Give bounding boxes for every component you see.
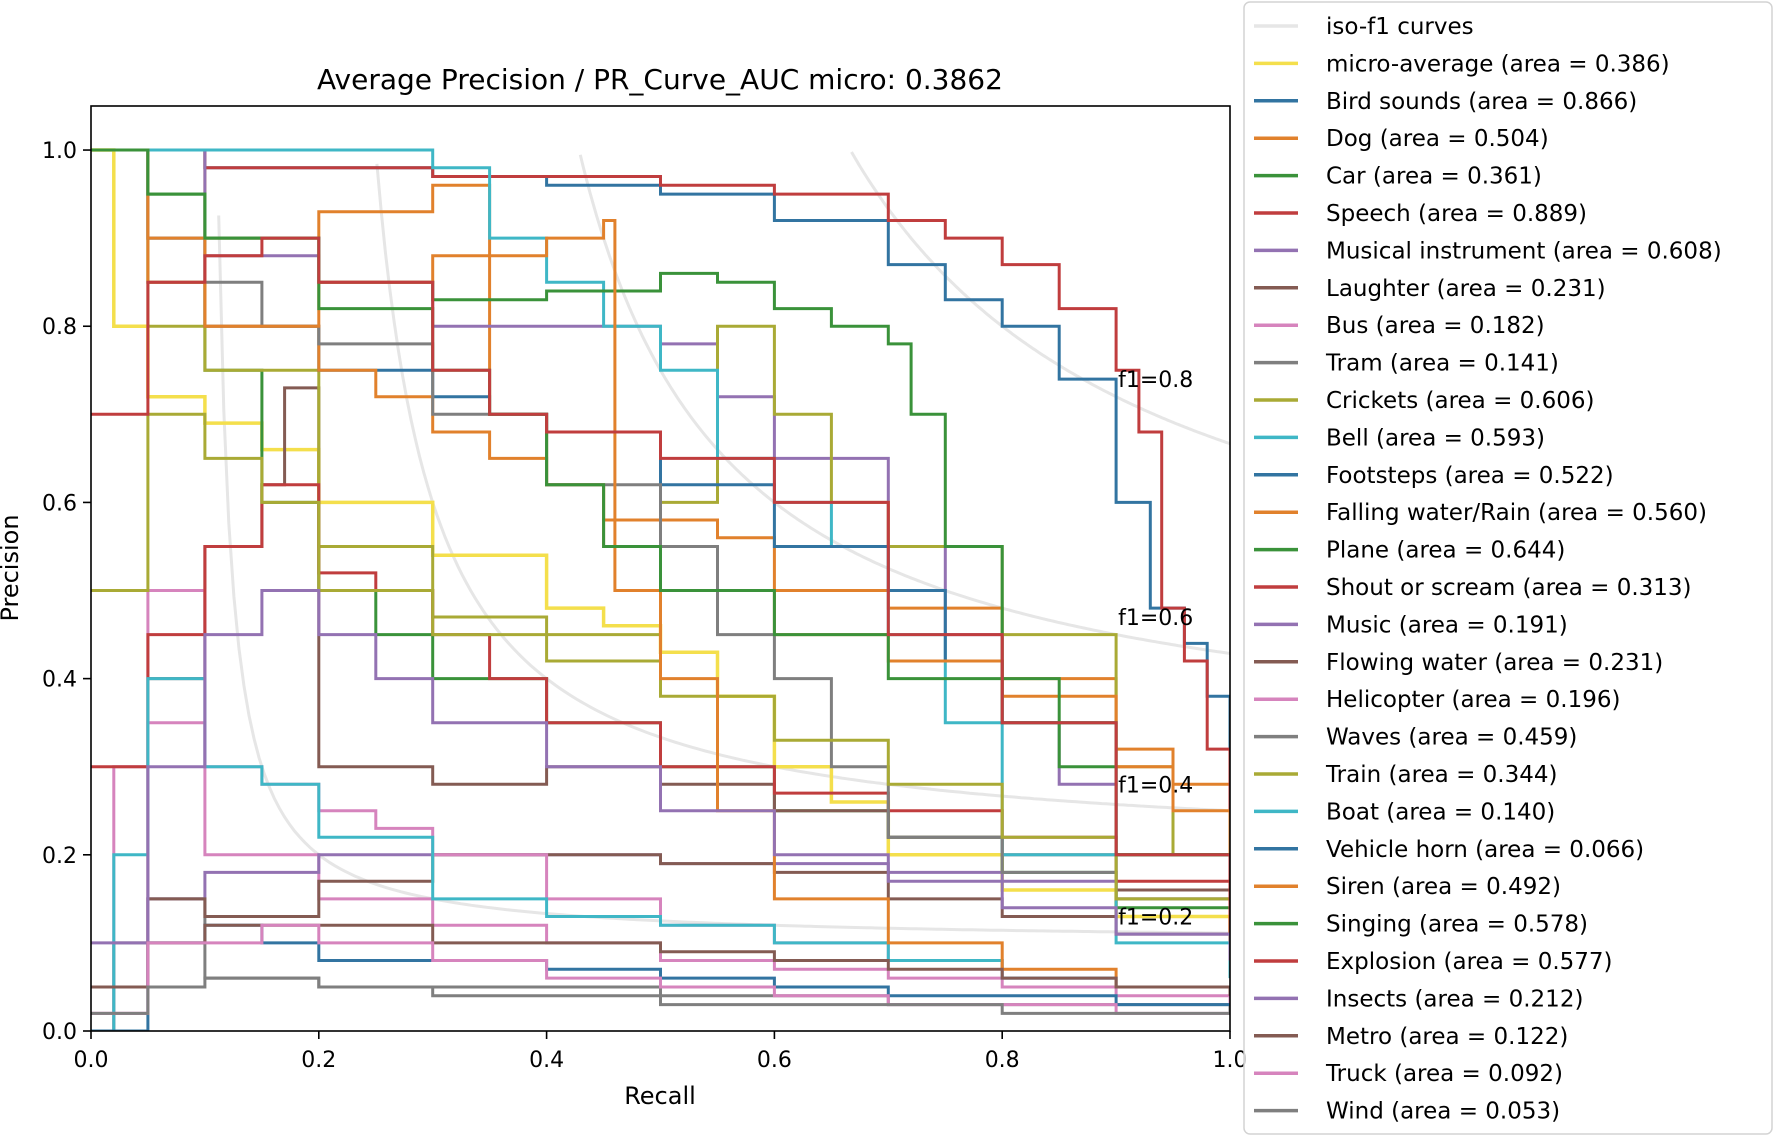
legend-label: Bell (area = 0.593) — [1326, 425, 1545, 451]
x-tick-label: 0.2 — [301, 1048, 336, 1073]
legend-label: Falling water/Rain (area = 0.560) — [1326, 500, 1707, 526]
legend-label: Bird sounds (area = 0.866) — [1326, 89, 1637, 115]
series-line — [91, 853, 1230, 989]
series-line — [91, 412, 1230, 961]
legend-label: Musical instrument (area = 0.608) — [1326, 238, 1722, 264]
legend-label: Tram (area = 0.141) — [1325, 351, 1559, 377]
iso-f1-labels: f1=0.2 f1=0.4 f1=0.6 f1=0.8 — [1118, 368, 1193, 930]
legend-label: Explosion (area = 0.577) — [1326, 949, 1613, 975]
y-tick-label: 0.8 — [42, 315, 77, 340]
y-tick-label: 0.6 — [42, 491, 77, 516]
x-axis-ticks: 0.0 0.2 0.4 0.6 0.8 1.0 — [74, 1031, 1248, 1073]
series-line — [91, 589, 1230, 961]
legend-label: Vehicle horn (area = 0.066) — [1326, 837, 1644, 863]
legend-label: Wind (area = 0.053) — [1326, 1099, 1560, 1125]
series-layer — [91, 148, 1230, 1031]
iso-f1-label: f1=0.4 — [1118, 773, 1193, 798]
legend-label: Metro (area = 0.122) — [1326, 1024, 1568, 1050]
legend-label: Music (area = 0.191) — [1326, 612, 1568, 638]
iso-f1-curve — [375, 163, 1230, 813]
iso-f1-curve — [217, 215, 1230, 935]
iso-f1-label: f1=0.2 — [1118, 905, 1193, 930]
chart-title: Average Precision / PR_Curve_AUC micro: … — [317, 63, 1003, 96]
legend-label: Flowing water (area = 0.231) — [1326, 650, 1663, 676]
iso-f1-curve — [850, 151, 1230, 446]
series-line — [91, 589, 1230, 1031]
legend-label: Dog (area = 0.504) — [1326, 126, 1549, 152]
legend-label: Waves (area = 0.459) — [1326, 725, 1577, 751]
legend-label: Truck (area = 0.092) — [1325, 1061, 1563, 1087]
legend-label: Singing (area = 0.578) — [1326, 912, 1588, 938]
x-tick-label: 0.4 — [529, 1048, 564, 1073]
x-tick-label: 0.0 — [74, 1048, 109, 1073]
y-tick-label: 0.0 — [42, 1020, 77, 1045]
x-tick-label: 0.8 — [985, 1048, 1020, 1073]
legend-label: Insects (area = 0.212) — [1326, 986, 1583, 1012]
legend-label: Train (area = 0.344) — [1325, 762, 1557, 788]
legend-label: Speech (area = 0.889) — [1326, 201, 1587, 227]
series-line — [91, 148, 1230, 873]
series-line — [91, 148, 1230, 943]
iso-f1-label: f1=0.6 — [1118, 606, 1193, 631]
legend-label: iso-f1 curves — [1326, 14, 1474, 40]
series-line — [91, 236, 1230, 943]
plot-frame — [90, 105, 1231, 1032]
iso-f1-layer — [217, 151, 1230, 935]
legend-label: Crickets (area = 0.606) — [1326, 388, 1595, 414]
series-line — [91, 148, 1230, 943]
x-axis-label: Recall — [624, 1082, 696, 1110]
legend-label: Plane (area = 0.644) — [1326, 538, 1565, 564]
y-axis-ticks: 0.0 0.2 0.4 0.6 0.8 1.0 — [42, 139, 91, 1045]
legend-label: Footsteps (area = 0.522) — [1326, 463, 1614, 489]
legend-label: Boat (area = 0.140) — [1326, 799, 1555, 825]
legend-label: Laughter (area = 0.231) — [1326, 276, 1606, 302]
legend-label: Bus (area = 0.182) — [1326, 313, 1545, 339]
legend: iso-f1 curves micro-average (area = 0.386… — [1243, 1, 1773, 1135]
x-tick-label: 0.6 — [757, 1048, 792, 1073]
series-line — [91, 148, 1230, 996]
legend-label: Shout or scream (area = 0.313) — [1326, 575, 1692, 601]
iso-f1-label: f1=0.8 — [1118, 368, 1193, 393]
x-tick-label: 1.0 — [1213, 1048, 1248, 1073]
legend-label: Car (area = 0.361) — [1326, 164, 1542, 190]
legend-box — [1243, 1, 1773, 1135]
series-line — [91, 923, 1230, 996]
iso-f1-curve — [578, 154, 1230, 655]
y-tick-label: 0.2 — [42, 844, 77, 869]
y-tick-label: 1.0 — [42, 139, 77, 164]
legend-label: Helicopter (area = 0.196) — [1326, 687, 1620, 713]
series-line — [91, 976, 1230, 1015]
legend-label: micro-average (area = 0.386) — [1326, 51, 1670, 77]
y-tick-label: 0.4 — [42, 668, 77, 693]
legend-label: Siren (area = 0.492) — [1326, 874, 1561, 900]
y-axis-label: Precision — [0, 514, 24, 621]
